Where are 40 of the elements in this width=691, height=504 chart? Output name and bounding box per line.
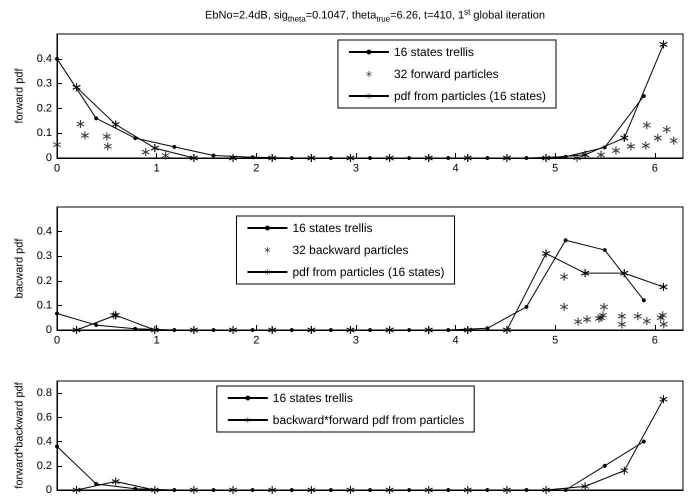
legend-label: backward*forward pdf from particles: [272, 413, 464, 427]
y-tick-label: 0.3: [36, 250, 52, 262]
x-tick-label: 0: [54, 162, 60, 174]
x-tick-label: 4: [452, 162, 459, 174]
x-tick-label: 3: [352, 162, 359, 174]
y-tick-label: 0.2: [36, 274, 52, 287]
y-tick-label: 0.1: [36, 299, 52, 312]
x-tick-label: 2: [253, 162, 260, 174]
y-tick-label: 0.2: [36, 460, 52, 472]
y-tick-label: 0.4: [36, 436, 52, 448]
x-tick-label: 0: [54, 334, 60, 346]
x-tick-label: 6: [652, 162, 658, 174]
legend-label: 16 states trellis: [394, 45, 474, 59]
y-tick-label: 0.2: [36, 102, 52, 114]
y-tick-label: 0.6: [36, 411, 52, 424]
legend-label: pdf from particles (16 states): [394, 89, 546, 103]
y-tick-label: 0: [46, 324, 52, 336]
x-tick-label: 1: [154, 334, 160, 346]
x-tick-label: 1: [154, 162, 160, 174]
y-tick-label: 0: [46, 484, 52, 496]
y-axis-title: bacward pdf: [14, 238, 26, 298]
x-tick-label: 5: [552, 162, 558, 174]
legend-label: 16 states trellis: [272, 391, 353, 405]
x-tick-label: 4: [452, 334, 459, 346]
legend-label: 16 states trellis: [292, 221, 373, 235]
y-tick-label: 0.4: [36, 226, 52, 238]
x-tick-label: 3: [352, 334, 359, 346]
y-tick-label: 0.1: [36, 127, 52, 140]
legend-label: pdf from particles (16 states): [292, 265, 445, 279]
y-axis-title: forward*backward pdf: [14, 381, 26, 489]
legend-label: 32 backward particles: [292, 243, 409, 257]
x-tick-label: 6: [652, 334, 658, 346]
y-tick-label: 0.4: [36, 52, 52, 65]
x-tick-label: 5: [552, 334, 558, 346]
legend-label: 32 forward particles: [394, 67, 499, 81]
y-tick-label: 0: [46, 152, 52, 164]
y-tick-label: 0.3: [36, 78, 52, 90]
y-tick-label: 0.8: [36, 387, 52, 400]
x-tick-label: 2: [253, 334, 260, 346]
y-axis-title: forward pdf: [14, 68, 26, 124]
